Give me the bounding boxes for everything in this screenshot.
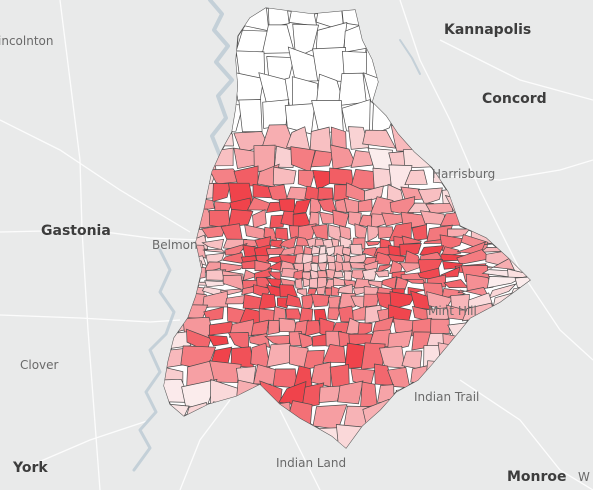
census-tract[interactable] (349, 243, 364, 256)
census-tract[interactable] (272, 368, 298, 389)
census-tract[interactable] (285, 308, 302, 320)
label-kannapolis: Kannapolis (444, 22, 532, 38)
label-lincolnton: incolnton (0, 34, 54, 48)
census-tract[interactable] (309, 126, 333, 154)
census-tract[interactable] (310, 245, 321, 255)
label-indian-land: Indian Land (276, 456, 347, 470)
label-indian-trail: Indian Trail (414, 390, 480, 404)
label-edge-w: W (578, 470, 590, 484)
label-concord: Concord (482, 91, 547, 107)
census-tract[interactable] (309, 197, 322, 215)
census-tract[interactable] (330, 285, 340, 296)
census-tract[interactable] (350, 150, 374, 168)
census-tract[interactable] (363, 293, 380, 308)
census-tract[interactable] (254, 267, 273, 280)
census-tract[interactable] (272, 166, 297, 186)
census-tract[interactable] (404, 169, 428, 186)
census-tract[interactable] (333, 276, 345, 286)
census-tract[interactable] (387, 330, 413, 352)
census-tract[interactable] (308, 211, 320, 227)
label-monroe: Monroe (507, 469, 567, 485)
census-tract[interactable] (361, 267, 378, 281)
census-tract[interactable] (394, 276, 409, 290)
census-tract[interactable] (262, 99, 290, 129)
census-tract[interactable] (238, 99, 263, 133)
census-tract[interactable] (310, 150, 335, 168)
census-tract[interactable] (333, 270, 344, 278)
census-tract[interactable] (374, 270, 390, 278)
census-tract[interactable] (225, 294, 248, 305)
census-tract[interactable] (291, 198, 312, 215)
census-tract[interactable] (228, 209, 254, 228)
water-bodies (132, 0, 421, 472)
census-tract[interactable] (328, 296, 341, 310)
census-tract[interactable] (310, 293, 331, 308)
census-tract[interactable] (341, 261, 352, 273)
label-harrisburg: Harrisburg (432, 167, 496, 181)
census-tract[interactable] (389, 291, 416, 310)
census-tract[interactable] (308, 277, 319, 289)
census-tract[interactable] (387, 253, 406, 263)
census-tract[interactable] (209, 360, 242, 384)
census-tract[interactable] (318, 385, 342, 403)
label-clover: Clover (20, 358, 59, 372)
census-tract[interactable] (279, 284, 298, 298)
label-gastonia: Gastonia (41, 223, 111, 239)
census-tract[interactable] (327, 307, 342, 321)
census-tract[interactable] (364, 185, 384, 203)
label-belmont: Belmon (152, 238, 198, 252)
census-tract[interactable] (318, 253, 328, 265)
census-tract[interactable] (267, 320, 280, 336)
census-tract[interactable] (417, 187, 443, 205)
census-tract[interactable] (301, 293, 315, 310)
census-tract[interactable] (357, 322, 373, 338)
census-tract[interactable] (219, 262, 245, 274)
census-tract[interactable] (269, 214, 286, 229)
label-york: York (13, 460, 48, 476)
census-tract[interactable] (343, 270, 353, 282)
census-tract[interactable] (258, 293, 277, 310)
census-tract[interactable] (329, 167, 354, 186)
census-tract[interactable] (360, 381, 378, 409)
census-tract[interactable] (267, 0, 290, 28)
census-tract[interactable] (333, 245, 345, 256)
census-tract[interactable] (307, 288, 317, 295)
census-tract[interactable] (274, 145, 295, 168)
census-tract[interactable] (465, 273, 494, 292)
census-tract[interactable] (205, 269, 227, 281)
label-mint-hill: Mint Hill (428, 304, 477, 318)
census-tract[interactable] (274, 227, 289, 241)
census-tract[interactable] (399, 243, 422, 257)
census-tract[interactable] (317, 187, 334, 200)
census-tract[interactable] (204, 280, 229, 288)
census-tract[interactable] (252, 209, 267, 229)
census-tract[interactable] (486, 276, 524, 289)
census-tract[interactable] (201, 225, 226, 239)
census-tract[interactable] (301, 382, 325, 409)
census-tract[interactable] (315, 286, 327, 295)
census-tract[interactable] (338, 72, 367, 107)
census-tract[interactable] (365, 241, 381, 247)
census-tract[interactable] (488, 283, 517, 299)
census-tract[interactable] (329, 364, 350, 387)
census-tract[interactable] (425, 202, 453, 215)
census-tract[interactable] (401, 235, 422, 245)
census-tract[interactable] (212, 182, 232, 203)
census-tract[interactable] (331, 238, 340, 249)
census-tract[interactable] (337, 380, 364, 405)
census-tract[interactable] (207, 334, 229, 347)
census-tract[interactable] (294, 278, 303, 290)
